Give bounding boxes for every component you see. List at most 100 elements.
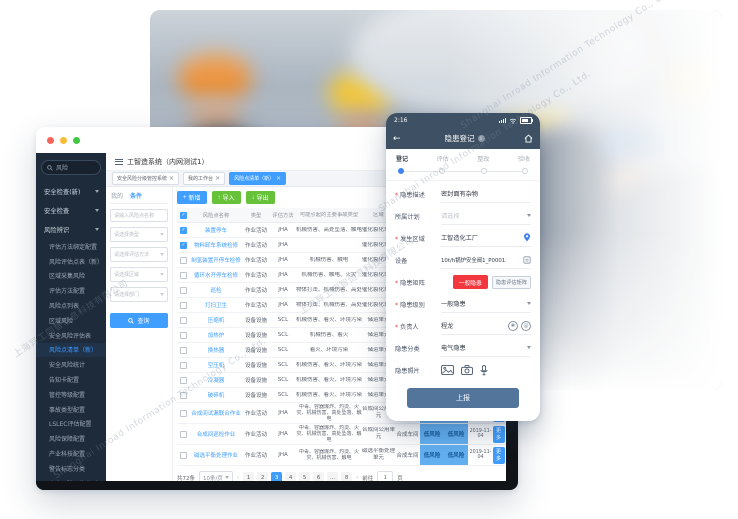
submit-button[interactable]: 上报: [407, 388, 519, 408]
filter-tab[interactable]: 条件: [130, 193, 143, 200]
import-button[interactable]: ↑ 导入: [211, 191, 241, 204]
step-label[interactable]: 验收: [517, 156, 530, 163]
view-tab[interactable]: 我的工作台 ×: [183, 172, 226, 185]
page-button[interactable]: 4: [285, 472, 297, 483]
description-input[interactable]: 密封面有杂物: [441, 186, 531, 203]
sidebar-item[interactable]: 安全风险统计: [36, 357, 106, 372]
device-picker[interactable]: 10t/h锅炉安全阀1_P0001: [441, 252, 531, 269]
goto-page-input[interactable]: [377, 471, 394, 484]
sidebar-group[interactable]: 安全检查: [36, 201, 106, 220]
sidebar-group[interactable]: 风险辨识: [36, 220, 106, 239]
sidebar-item[interactable]: 风险点清单（新）: [36, 342, 106, 358]
sidebar-item[interactable]: 告知卡配置: [36, 372, 106, 387]
page-button[interactable]: 3: [271, 472, 283, 483]
row-checkbox[interactable]: [180, 430, 187, 438]
info-badge-icon[interactable]: i: [477, 135, 485, 142]
step-label[interactable]: 评估: [436, 156, 449, 163]
category-select[interactable]: 电气隐患: [441, 340, 531, 357]
row-checkbox[interactable]: [180, 331, 187, 339]
location-pin-icon[interactable]: [523, 233, 531, 242]
row-checkbox[interactable]: [180, 409, 187, 417]
row-checkbox[interactable]: [180, 376, 187, 384]
row-checkbox[interactable]: [180, 271, 187, 279]
contact-icon[interactable]: @: [521, 320, 531, 331]
matrix-eval-button[interactable]: 隐患评估矩阵: [491, 275, 531, 289]
risk-point-link[interactable]: 换热器: [207, 348, 225, 354]
risk-point-link[interactable]: 磁选平衡处理作业: [193, 453, 238, 459]
step-label[interactable]: 登记: [396, 156, 409, 163]
risk-point-link[interactable]: 打扫卫生: [204, 303, 227, 309]
risk-point-link[interactable]: 空压机: [207, 363, 225, 369]
risk-point-link[interactable]: 制氢装置开停车检修: [191, 258, 241, 264]
page-button[interactable]: 8: [341, 472, 353, 483]
sidebar-item[interactable]: 风险保障配置: [36, 431, 106, 446]
microphone-icon[interactable]: [480, 364, 488, 376]
prev-page-button[interactable]: ‹: [236, 474, 240, 481]
home-icon[interactable]: [524, 134, 533, 143]
row-checkbox[interactable]: [180, 226, 187, 234]
sidebar-item[interactable]: 警告标志分类: [36, 461, 106, 476]
row-checkbox[interactable]: [180, 361, 187, 369]
risk-point-link[interactable]: 物料卸车系统检修: [193, 243, 238, 249]
area-picker[interactable]: 工智造化工厂: [441, 230, 531, 247]
sidebar-item[interactable]: 风险评估点表（新）: [36, 254, 106, 269]
row-checkbox[interactable]: [180, 391, 187, 399]
window-close-button[interactable]: [47, 136, 54, 144]
risk-point-link[interactable]: 装置停车: [204, 228, 227, 234]
sidebar-item[interactable]: 管控等级配置: [36, 387, 106, 402]
filter-select[interactable]: 请选择部门: [110, 287, 168, 302]
device-list-icon[interactable]: [523, 255, 531, 264]
sidebar-search[interactable]: 风险: [41, 160, 101, 175]
page-button[interactable]: 2: [257, 472, 269, 483]
close-icon[interactable]: ×: [169, 175, 175, 182]
risk-point-link[interactable]: 巡检: [210, 288, 222, 294]
sidebar-item[interactable]: 区域风险: [36, 313, 106, 328]
row-checkbox[interactable]: [180, 241, 187, 249]
window-minimize-button[interactable]: [60, 136, 67, 144]
plan-select[interactable]: 请选择: [441, 208, 531, 225]
filter-select[interactable]: 请选择类型: [110, 227, 168, 242]
row-checkbox[interactable]: [180, 301, 187, 309]
sidebar-item[interactable]: 评估方法配置: [36, 283, 106, 298]
export-button[interactable]: ↓ 导出: [245, 191, 275, 204]
step-label[interactable]: 整改: [477, 156, 490, 163]
filter-tab[interactable]: 我的: [111, 193, 124, 200]
add-image-icon[interactable]: [441, 365, 454, 375]
search-button[interactable]: 查询: [110, 313, 168, 328]
sidebar-item[interactable]: 安全风险评估表: [36, 328, 106, 343]
row-checkbox[interactable]: [180, 451, 187, 459]
back-button[interactable]: ←: [393, 133, 401, 144]
risk-name-input[interactable]: [110, 209, 168, 222]
sidebar-item[interactable]: LSLEC评估配置: [36, 417, 106, 432]
camera-icon[interactable]: [461, 365, 473, 375]
row-checkbox[interactable]: [180, 286, 187, 294]
settings-icon[interactable]: ✱: [508, 320, 518, 331]
close-icon[interactable]: ×: [276, 175, 282, 182]
owner-picker[interactable]: 程龙 ✱ @: [441, 318, 531, 335]
sidebar-group[interactable]: 安全检查(新): [36, 182, 106, 201]
more-button[interactable]: 更多: [493, 446, 505, 464]
risk-point-link[interactable]: 破碎机: [207, 393, 225, 399]
page-button[interactable]: 5: [299, 472, 311, 483]
filter-select[interactable]: 请选择区域: [110, 267, 168, 282]
risk-point-link[interactable]: 加热炉: [207, 333, 225, 339]
page-button[interactable]: ...: [327, 472, 339, 483]
page-button[interactable]: 1: [243, 472, 255, 483]
add-button[interactable]: + 新增: [177, 191, 207, 204]
menu-icon[interactable]: [115, 158, 123, 165]
sidebar-item[interactable]: 事故类型配置: [36, 402, 106, 417]
more-button[interactable]: 更多: [493, 425, 505, 443]
sidebar-item[interactable]: 产业科技配置: [36, 446, 106, 461]
risk-point-link[interactable]: 压缩机: [207, 318, 225, 324]
row-checkbox[interactable]: [180, 256, 187, 264]
filter-select[interactable]: 请选择评估方法: [110, 247, 168, 262]
sidebar-item[interactable]: 评估方法绑定配置: [36, 239, 106, 254]
risk-point-link[interactable]: 合成间巡检作业: [196, 432, 236, 438]
sidebar-item[interactable]: 风险点列表: [36, 298, 106, 313]
risk-point-link[interactable]: 合成间试漏联合作业: [191, 411, 241, 417]
row-checkbox[interactable]: [180, 346, 187, 354]
window-zoom-button[interactable]: [73, 136, 80, 144]
close-icon[interactable]: ×: [215, 175, 221, 182]
view-tab[interactable]: 风险点清单（新） ×: [229, 172, 287, 185]
view-tab[interactable]: 安全风险分级管控系统 ×: [112, 172, 180, 185]
